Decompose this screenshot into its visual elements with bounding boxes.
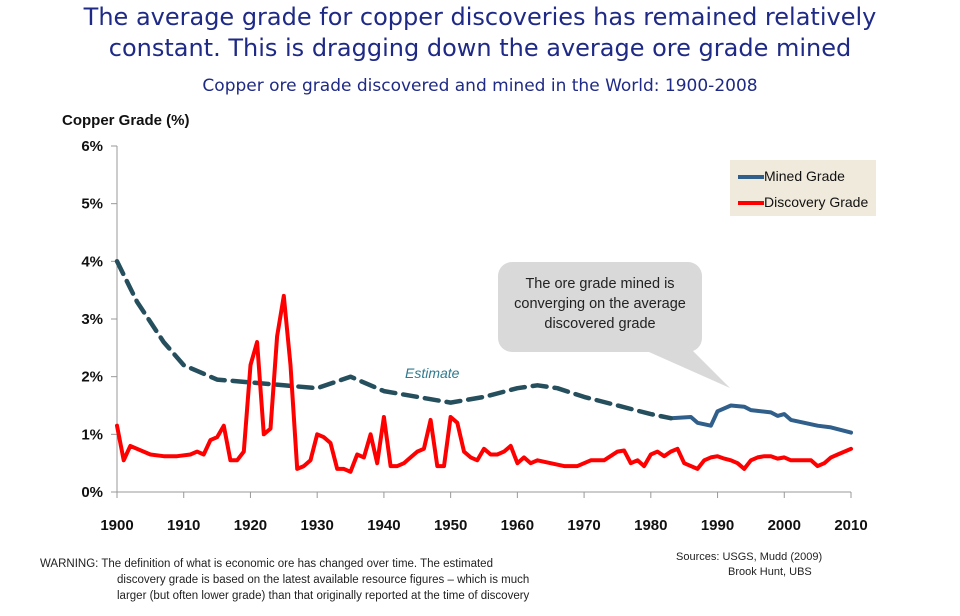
y-tick-label: 6% <box>81 138 103 155</box>
sources-note: Sources: USGS, Mudd (2009) Brook Hunt, U… <box>676 550 836 580</box>
x-tick-label: 1990 <box>701 517 734 534</box>
x-tick-label: 1940 <box>367 517 400 534</box>
axes: 0% 1% 2% 3% 4% 5% 6% 1900 1910 1920 1930 1940 1950 19… <box>81 138 867 534</box>
x-tick-label: 1920 <box>234 517 267 534</box>
series-line-mined-grade <box>668 403 853 435</box>
chart-subtitle: Copper ore grade discovered and mined in… <box>202 76 758 96</box>
estimate-label: Estimate <box>405 365 460 381</box>
y-tick-label: 5% <box>81 196 103 213</box>
legend: Mined Grade Discovery Grade <box>730 160 876 216</box>
legend-label-mined-grade: Mined Grade <box>764 168 845 184</box>
y-axis-label: Copper Grade (%) <box>62 112 190 129</box>
x-tick-label: 1930 <box>300 517 333 534</box>
warning-line1: WARNING: The definition of what is econo… <box>40 558 493 570</box>
warning-note: WARNING: The definition of what is econo… <box>40 556 640 604</box>
legend-item-mined-grade: Mined Grade <box>738 166 845 186</box>
legend-swatch-mined-grade <box>738 175 764 180</box>
y-tick-label: 0% <box>81 484 103 501</box>
y-tick-label: 2% <box>81 369 103 386</box>
callout-layer <box>498 262 730 388</box>
callout-line3: discovered grade <box>544 316 656 332</box>
callout-line1: The ore grade mined is <box>525 276 675 292</box>
callout-pointer <box>640 348 730 388</box>
series-layer <box>114 259 853 474</box>
x-tick-label: 1980 <box>634 517 667 534</box>
x-tick-label: 1910 <box>167 517 200 534</box>
x-tick-label: 2010 <box>834 517 867 534</box>
legend-label-discovery-grade: Discovery Grade <box>764 194 869 210</box>
x-tick-label: 1960 <box>501 517 534 534</box>
callout-line2: converging on the average <box>514 296 686 312</box>
sources-line1: Sources: USGS, Mudd (2009) <box>676 551 823 563</box>
callout-bubble <box>498 262 702 352</box>
warning-line2: discovery grade is based on the latest a… <box>117 574 530 586</box>
callout-text: The ore grade mined is converging on the… <box>500 274 700 334</box>
series-line-discovery-grade <box>115 293 853 474</box>
series-line-mined-grade-estimate <box>114 259 674 421</box>
legend-item-discovery-grade: Discovery Grade <box>738 192 868 212</box>
warning-line3: larger (but often lower grade) than that… <box>117 590 530 602</box>
chart-title: The average grade for copper discoveries… <box>0 2 960 64</box>
x-tick-label: 1900 <box>100 517 133 534</box>
x-tick-label: 2000 <box>768 517 801 534</box>
x-tick-label: 1950 <box>434 517 467 534</box>
x-tick-label: 1970 <box>567 517 600 534</box>
chart-title-line1: The average grade for copper discoveries… <box>83 3 877 31</box>
y-tick-label: 4% <box>81 253 103 270</box>
legend-swatch-discovery-grade <box>738 201 764 206</box>
chart-title-line2: constant. This is dragging down the aver… <box>108 34 852 62</box>
y-tick-label: 3% <box>81 311 103 328</box>
y-tick-label: 1% <box>81 426 103 443</box>
sources-line2: Brook Hunt, UBS <box>728 566 812 578</box>
